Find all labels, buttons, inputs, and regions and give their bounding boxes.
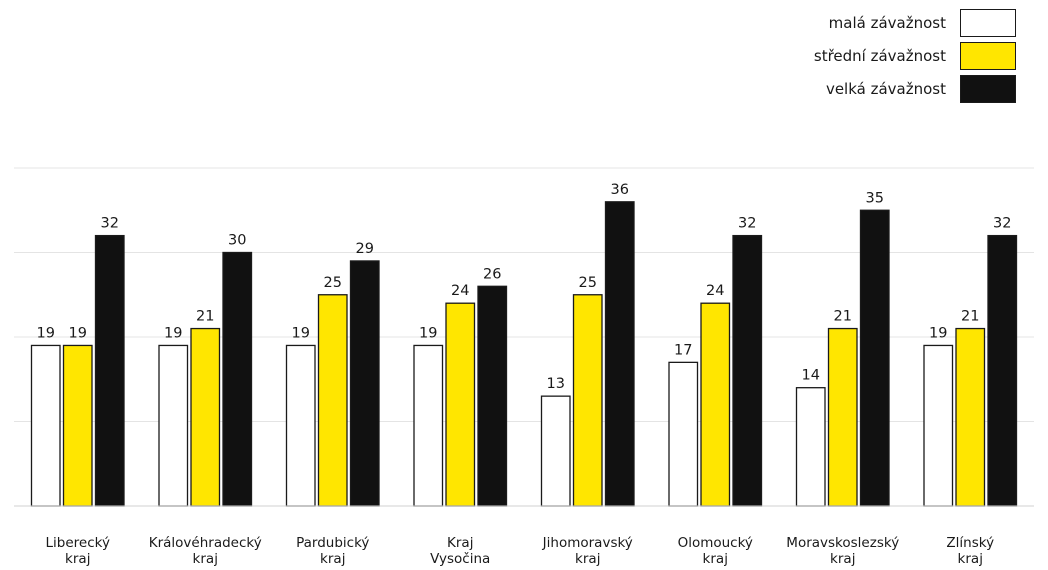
- bar-stredni: [62, 344, 93, 507]
- value-label: 21: [834, 309, 852, 325]
- category-label: kraj: [320, 551, 345, 567]
- category-label: kraj: [193, 551, 218, 567]
- category-label: kraj: [958, 551, 983, 567]
- category-label: Kraj: [447, 535, 473, 551]
- legend-swatch-stredni: [960, 41, 1016, 70]
- value-label: 13: [547, 376, 565, 392]
- value-label: 36: [611, 182, 629, 198]
- bar-mala: [668, 361, 699, 507]
- bar-mala: [923, 344, 954, 507]
- bar-velka: [604, 201, 635, 507]
- value-label: 19: [164, 325, 182, 341]
- bar-mala: [540, 395, 571, 507]
- bar-velka: [987, 234, 1018, 507]
- category-label: Moravskoslezský: [786, 535, 899, 551]
- value-label: 19: [929, 325, 947, 341]
- value-label: 32: [101, 216, 119, 232]
- value-label: 19: [37, 325, 55, 341]
- bar-mala: [158, 344, 189, 507]
- value-label: 25: [324, 275, 342, 291]
- legend-label-stredni: střední závažnost: [813, 46, 946, 65]
- bar-velka: [222, 251, 253, 507]
- bar-velka: [349, 260, 380, 507]
- value-label: 32: [738, 216, 756, 232]
- bar-velka: [732, 234, 763, 507]
- value-label: 26: [483, 266, 501, 282]
- value-label: 30: [228, 233, 246, 249]
- bar-velka: [94, 234, 125, 507]
- value-label: 24: [451, 283, 469, 299]
- value-label: 24: [706, 283, 724, 299]
- legend-label-velka: velká závažnost: [825, 79, 946, 98]
- bar-velka: [859, 209, 890, 507]
- bar-stredni: [827, 327, 858, 507]
- legend-item-mala: malá závažnost: [814, 6, 1016, 39]
- bar-stredni: [317, 294, 348, 507]
- legend-swatch-mala: [960, 8, 1016, 37]
- category-label: Liberecký: [46, 535, 110, 551]
- bar-mala: [285, 344, 316, 507]
- bar-stredni: [572, 294, 603, 507]
- category-label: kraj: [703, 551, 728, 567]
- legend-item-stredni: střední závažnost: [814, 39, 1016, 72]
- value-label: 21: [196, 309, 214, 325]
- category-label: kraj: [65, 551, 90, 567]
- category-label: Vysočina: [430, 551, 490, 567]
- category-label: kraj: [575, 551, 600, 567]
- bar-mala: [795, 387, 826, 507]
- value-label: 19: [69, 325, 87, 341]
- bar-stredni: [445, 302, 476, 507]
- value-label: 17: [674, 342, 692, 358]
- category-label: kraj: [830, 551, 855, 567]
- category-label: Olomoucký: [678, 535, 753, 551]
- bar-velka: [477, 285, 508, 507]
- category-label: Zlínský: [946, 535, 994, 551]
- value-label: 29: [356, 241, 374, 257]
- value-label: 32: [993, 216, 1011, 232]
- bar-mala: [413, 344, 444, 507]
- bar-stredni: [955, 327, 986, 507]
- value-label: 19: [292, 325, 310, 341]
- legend: malá závažnost střední závažnost velká z…: [814, 6, 1016, 105]
- legend-swatch-velka: [960, 74, 1016, 103]
- value-label: 25: [579, 275, 597, 291]
- category-label: Královéhradecký: [149, 535, 262, 551]
- bar-mala: [30, 344, 61, 507]
- bar-stredni: [190, 327, 221, 507]
- legend-label-mala: malá závažnost: [828, 13, 946, 32]
- category-label: Jihomoravský: [542, 535, 633, 551]
- value-label: 14: [802, 368, 820, 384]
- legend-item-velka: velká závažnost: [814, 72, 1016, 105]
- value-label: 35: [866, 190, 884, 206]
- value-label: 21: [961, 309, 979, 325]
- category-label: Pardubický: [296, 535, 369, 551]
- value-label: 19: [419, 325, 437, 341]
- bar-stredni: [700, 302, 731, 507]
